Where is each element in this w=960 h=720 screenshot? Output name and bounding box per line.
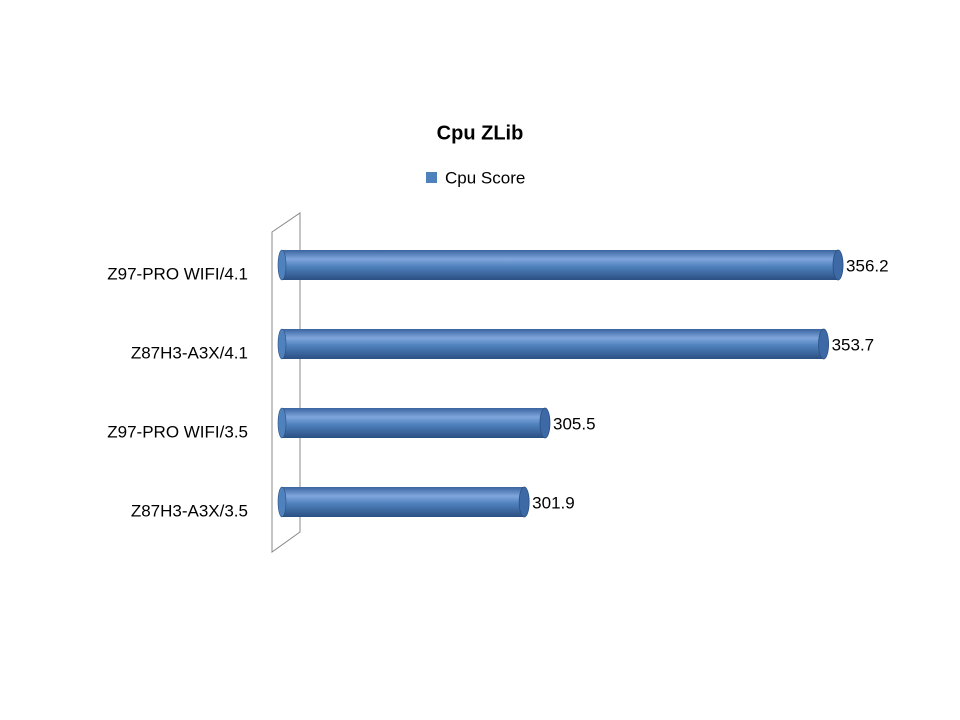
bar <box>282 329 824 359</box>
data-label: 356.2 <box>846 256 889 275</box>
y-tick-label: Z87H3-A3X/3.5 <box>131 501 248 520</box>
y-tick-label: Z97-PRO WIFI/3.5 <box>107 422 248 441</box>
bar-start-cap <box>277 407 287 439</box>
bar-end-cap <box>818 328 829 360</box>
legend-label: Cpu Score <box>445 168 525 187</box>
legend-swatch <box>426 172 437 183</box>
chart-title: Cpu ZLib <box>437 122 524 144</box>
bar <box>282 487 525 517</box>
bar-start-cap <box>277 249 287 281</box>
bar-start-cap <box>277 328 287 360</box>
bar-end-cap <box>518 486 530 518</box>
data-label: 353.7 <box>832 335 875 354</box>
bar-end-cap <box>539 407 551 439</box>
data-label: 305.5 <box>553 414 596 433</box>
bar <box>282 408 545 438</box>
bar-end-cap <box>832 249 844 281</box>
y-tick-label: Z97-PRO WIFI/4.1 <box>107 264 248 283</box>
plot-wall <box>271 212 301 553</box>
data-label: 301.9 <box>532 493 575 512</box>
y-tick-label: Z87H3-A3X/4.1 <box>131 343 248 362</box>
bar-start-cap <box>277 486 287 518</box>
bar <box>282 250 839 280</box>
